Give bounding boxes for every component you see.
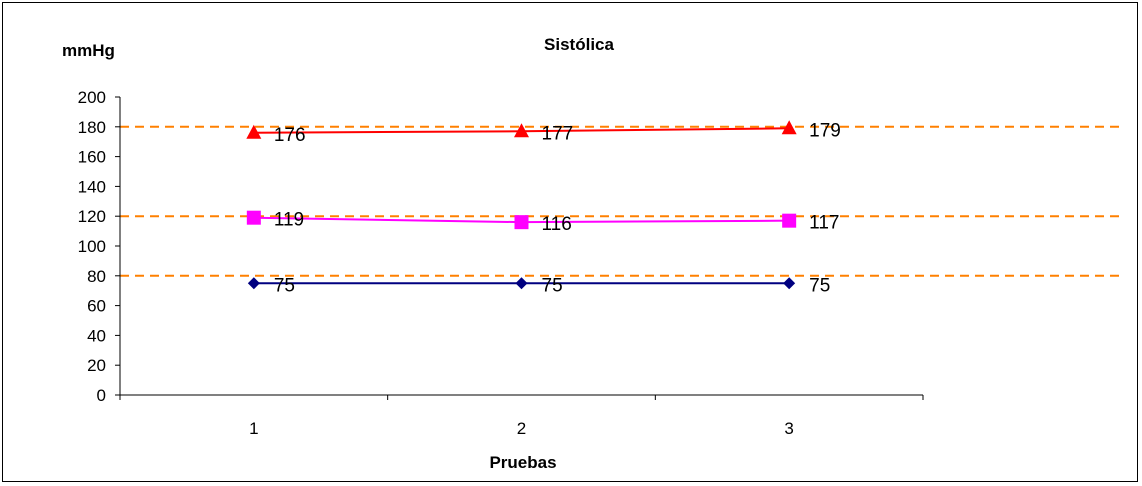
series-3: 176 177 179 xyxy=(246,120,841,146)
data-label: 75 xyxy=(809,275,830,296)
data-label: 117 xyxy=(809,213,839,234)
data-label: 116 xyxy=(542,214,572,235)
x-tick-label: 3 xyxy=(784,419,793,438)
data-point xyxy=(783,277,796,290)
y-tick-label: 160 xyxy=(78,148,106,167)
data-label: 75 xyxy=(274,275,295,296)
y-tick-label: 0 xyxy=(97,386,106,405)
data-point xyxy=(247,277,260,290)
series-1: 75 75 75 xyxy=(247,275,830,296)
data-point xyxy=(514,123,529,138)
data-point xyxy=(246,124,262,139)
data-point xyxy=(782,213,797,228)
y-tick-label: 120 xyxy=(78,207,106,226)
y-axis-label: mmHg xyxy=(62,41,115,60)
data-point xyxy=(514,215,529,230)
reference-lines xyxy=(120,125,1120,277)
y-tick-label: 180 xyxy=(78,118,106,137)
data-label: 177 xyxy=(542,123,574,144)
axes xyxy=(119,97,923,396)
y-tick-label: 20 xyxy=(87,356,106,375)
series-2: 119 116 117 xyxy=(246,210,839,235)
data-label: 75 xyxy=(542,275,563,296)
y-tick-label: 60 xyxy=(87,297,106,316)
data-label: 119 xyxy=(274,210,304,231)
data-label: 179 xyxy=(809,120,841,141)
y-tick-label: 40 xyxy=(87,326,106,345)
y-tick-label: 100 xyxy=(78,237,106,256)
y-ticks: 0 20 40 60 80 100 120 140 160 180 200 xyxy=(78,88,120,405)
y-tick-label: 200 xyxy=(78,88,106,107)
data-point xyxy=(246,210,261,225)
data-point xyxy=(515,277,528,290)
y-tick-label: 140 xyxy=(78,177,106,196)
chart-title: Sistólica xyxy=(544,35,614,54)
x-tick-label: 2 xyxy=(517,419,526,438)
x-ticks: 1 2 3 xyxy=(119,395,924,438)
y-tick-label: 80 xyxy=(87,267,106,286)
series-layer: 75 75 75 119 116 117 176 177 179 xyxy=(246,120,841,296)
x-axis-label: Pruebas xyxy=(489,453,556,472)
x-tick-label: 1 xyxy=(249,419,258,438)
data-point xyxy=(781,120,797,135)
data-label: 176 xyxy=(274,125,306,146)
